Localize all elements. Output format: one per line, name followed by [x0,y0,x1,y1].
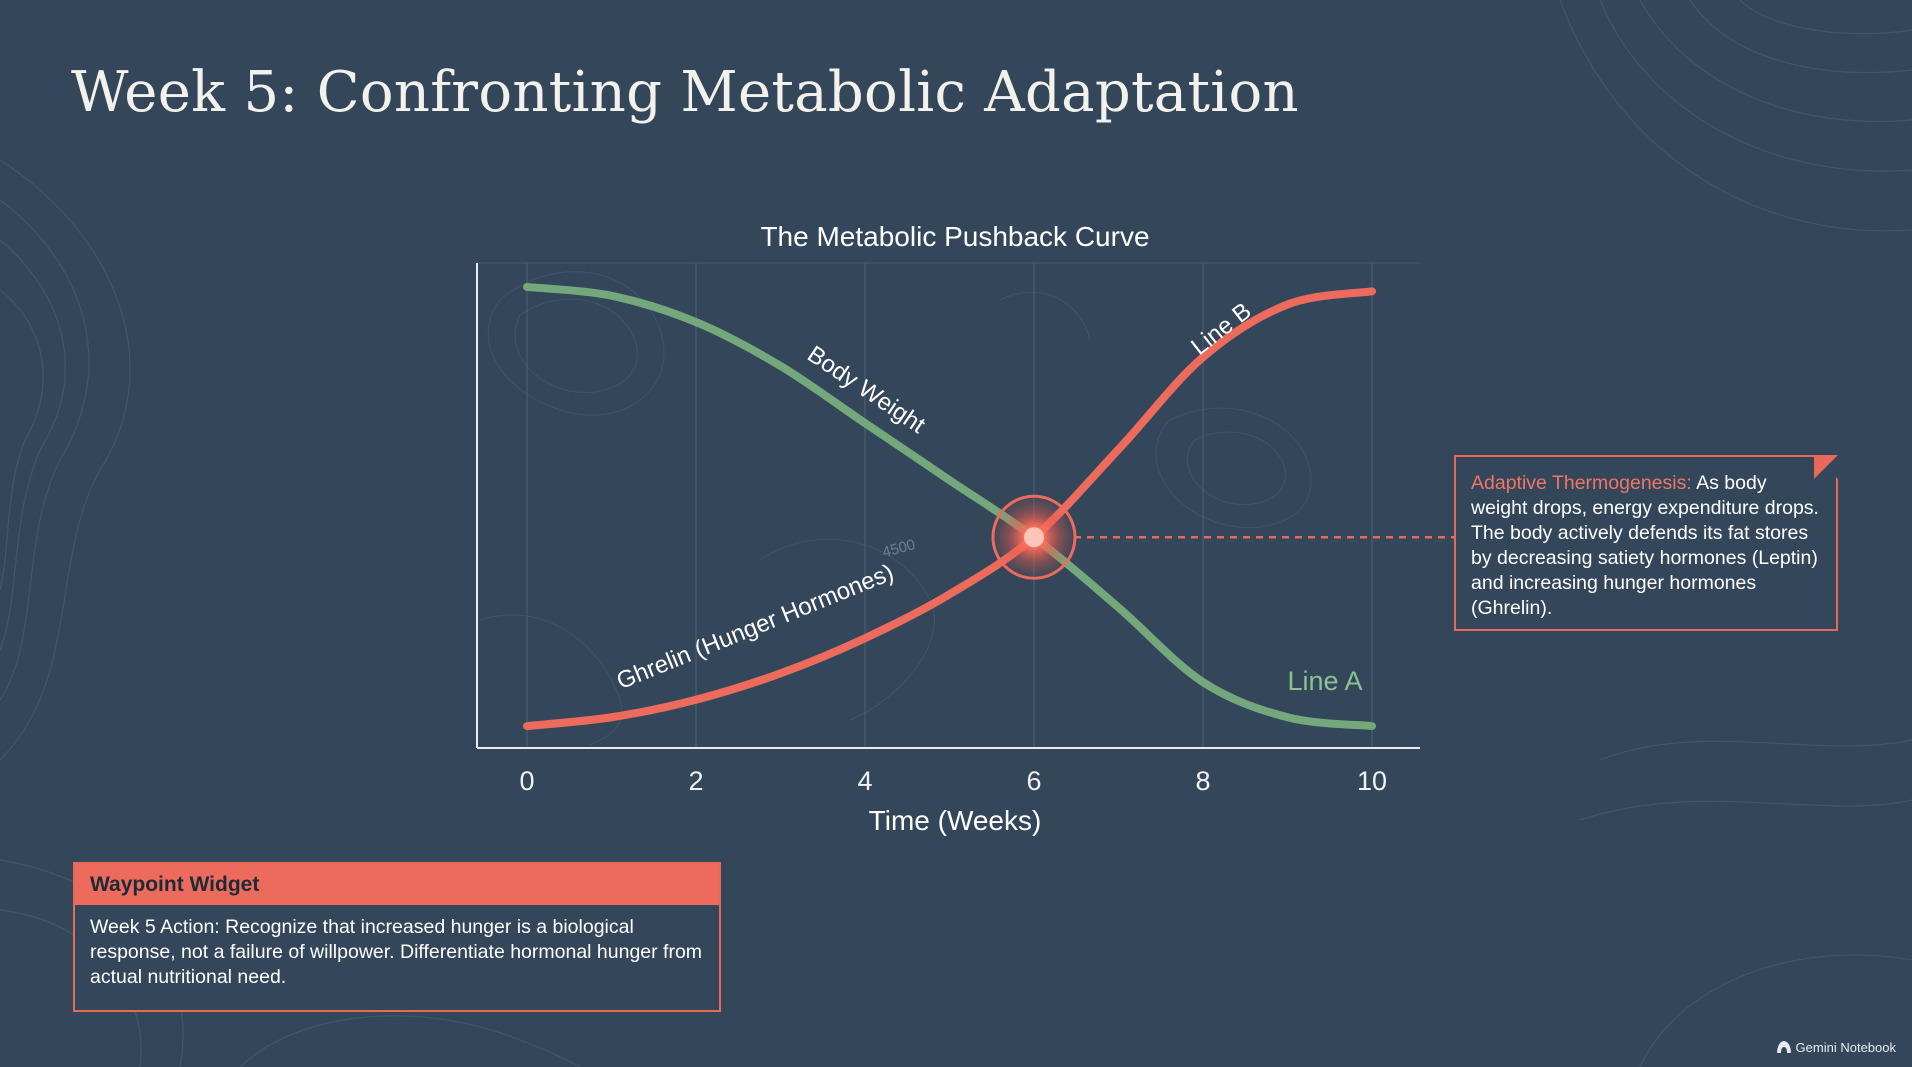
waypoint-body: Week 5 Action: Recognize that increased … [90,916,703,988]
intersection-ring [991,494,1077,580]
ghrelin-line [523,287,1376,731]
contour-watermark: 4500 [881,536,918,561]
brand-watermark: Gemini Notebook [1776,1037,1896,1057]
x-tick-label: 10 [1357,766,1387,796]
note-text: As body weight drops, energy expenditure… [1471,472,1819,619]
x-axis-label: Time (Weeks) [869,805,1042,836]
slide-title: Week 5: Confronting Metabolic Adaptation [71,60,1299,125]
x-tick-label: 8 [1195,766,1210,796]
x-tick-label: 6 [1026,766,1041,796]
intersection-core [1024,527,1044,548]
x-tick-label: 0 [519,766,534,796]
chart-title: The Metabolic Pushback Curve [760,221,1149,252]
x-tick-label: 4 [857,766,872,796]
waypoint-widget: Waypoint Widget Week 5 Action: Recognize… [73,862,721,1012]
note-folded-corner [1814,455,1838,479]
x-tick-label: 2 [688,766,703,796]
line-a-label: Line A [1287,666,1362,696]
note-label: Adaptive Thermogenesis: [1471,472,1692,494]
adaptive-thermogenesis-note: Adaptive Thermogenesis: As body weight d… [1454,455,1838,631]
ghrelin-label: Ghrelin (Hunger Hormones) [613,559,898,695]
notebook-logo-icon [1776,1041,1791,1053]
brand-label: Gemini Notebook [1795,1039,1896,1055]
body-weight-line [523,282,1376,731]
waypoint-header: Waypoint Widget [75,864,719,905]
